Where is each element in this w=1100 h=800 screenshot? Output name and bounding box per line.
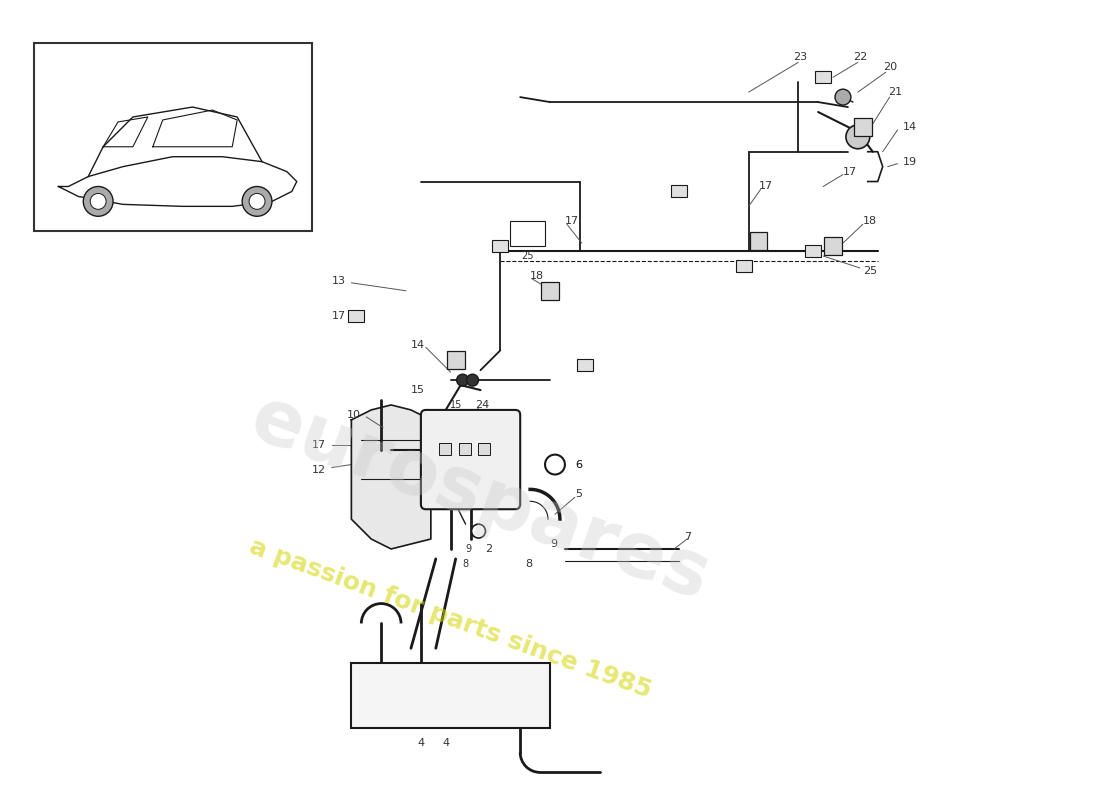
Bar: [349, 310, 364, 322]
Text: 17: 17: [843, 166, 857, 177]
Text: 4: 4: [417, 738, 425, 748]
Text: a passion for parts since 1985: a passion for parts since 1985: [246, 534, 654, 702]
Text: 10: 10: [346, 410, 361, 420]
Bar: [749, 232, 768, 250]
Text: 2: 2: [485, 544, 493, 554]
Text: 14: 14: [902, 122, 916, 132]
Text: 23: 23: [793, 52, 807, 62]
Bar: [671, 186, 688, 198]
Circle shape: [456, 374, 469, 386]
Circle shape: [544, 454, 565, 474]
Bar: [815, 71, 830, 83]
Circle shape: [249, 194, 265, 210]
Text: 25: 25: [862, 266, 877, 276]
Bar: [447, 351, 464, 370]
Text: 6: 6: [575, 459, 582, 470]
Bar: [493, 240, 508, 252]
Text: 12: 12: [311, 465, 326, 474]
Text: eurospares: eurospares: [241, 382, 721, 617]
Text: 17: 17: [311, 440, 326, 450]
Bar: [510, 222, 544, 246]
Bar: [541, 282, 559, 300]
Text: 15: 15: [450, 400, 462, 410]
Bar: [576, 359, 593, 371]
Circle shape: [242, 186, 272, 216]
Bar: [805, 245, 821, 257]
Text: 13: 13: [331, 276, 345, 286]
Text: 24: 24: [475, 400, 490, 410]
Text: 9: 9: [550, 539, 557, 549]
Text: 15: 15: [411, 385, 425, 395]
Text: 22: 22: [852, 52, 867, 62]
Bar: [459, 442, 471, 454]
Text: 4: 4: [442, 738, 449, 748]
Circle shape: [84, 186, 113, 216]
Polygon shape: [351, 405, 431, 549]
Text: 9: 9: [465, 544, 472, 554]
Text: 16: 16: [521, 228, 534, 238]
Circle shape: [90, 194, 106, 210]
Bar: [854, 118, 871, 136]
Text: 17: 17: [331, 310, 345, 321]
FancyBboxPatch shape: [421, 410, 520, 510]
Text: 7: 7: [684, 532, 691, 542]
Text: 20: 20: [882, 62, 896, 72]
Text: 5: 5: [575, 490, 582, 499]
Circle shape: [472, 524, 485, 538]
Text: 8: 8: [463, 559, 469, 569]
Text: 1: 1: [503, 425, 509, 434]
Text: 17: 17: [759, 182, 772, 191]
Bar: [351, 663, 550, 728]
Text: 18: 18: [530, 271, 544, 281]
Text: 14: 14: [411, 340, 425, 350]
Circle shape: [466, 374, 478, 386]
Bar: [824, 237, 842, 255]
Text: 25: 25: [521, 251, 534, 261]
Text: 21: 21: [888, 87, 902, 97]
Text: 6: 6: [575, 459, 582, 470]
Bar: [34, 42, 311, 231]
Text: 18: 18: [862, 216, 877, 226]
Text: 17: 17: [565, 216, 579, 226]
Bar: [439, 442, 451, 454]
Circle shape: [846, 125, 870, 149]
Text: 8: 8: [525, 559, 532, 569]
Bar: [478, 442, 491, 454]
Text: 2: 2: [436, 490, 443, 499]
Text: 11: 11: [495, 420, 507, 430]
Text: 19: 19: [902, 157, 916, 166]
Circle shape: [835, 89, 851, 105]
Bar: [736, 260, 751, 272]
